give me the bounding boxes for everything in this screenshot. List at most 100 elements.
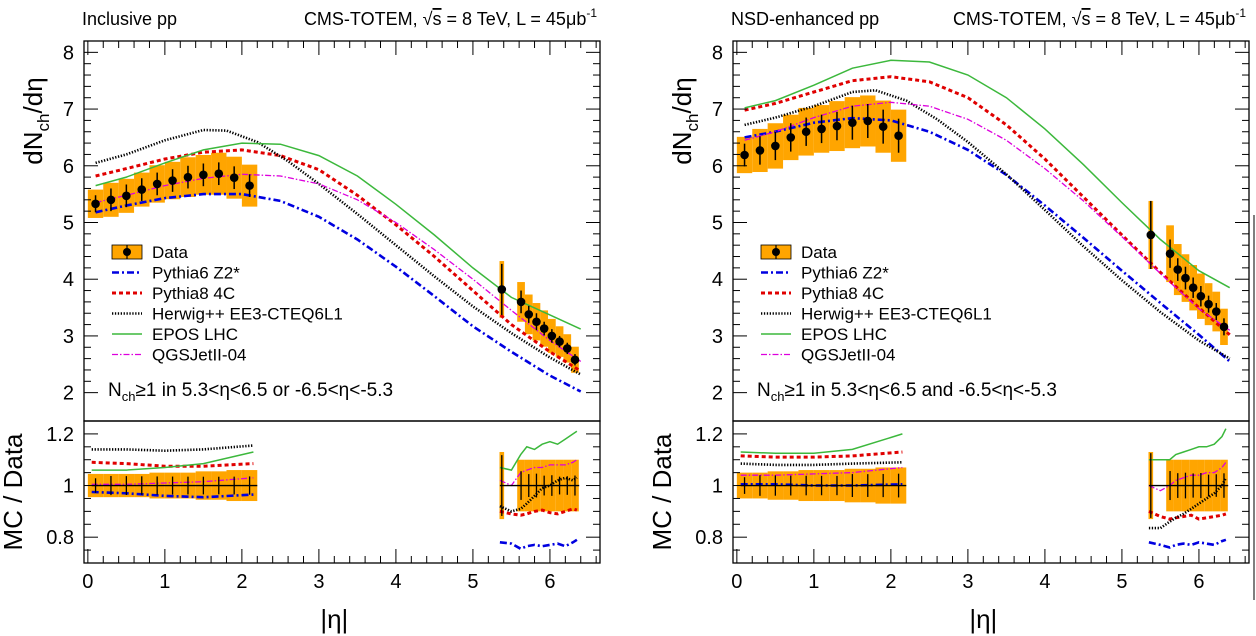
ratio-axis-title: MC / Data: [0, 433, 28, 551]
x-tick-label: 3: [313, 571, 324, 593]
experiment-label-s: s: [1082, 9, 1091, 29]
ratio-line-3-1: [1148, 428, 1227, 461]
data-point: [771, 141, 780, 151]
data-point: [539, 324, 549, 333]
experiment-label-mid: = 8 TeV, L = 45μb: [442, 9, 587, 29]
x-tick-label: 0: [82, 571, 93, 593]
data-point: [1188, 283, 1198, 293]
ratio-plot: [736, 428, 1229, 549]
panel-label: Inclusive pp: [82, 9, 177, 29]
data-point: [786, 133, 796, 142]
ratio-line-3-1: [499, 430, 578, 471]
legend-label: Pythia6 Z2*: [801, 264, 889, 283]
ratio-line-1-0: [740, 450, 903, 459]
legend: Data Pythia6 Z2*Pythia8 4C Herwig++ EE3-CT…: [760, 243, 992, 365]
ratio-line-0-1: [1148, 538, 1227, 549]
x-tick-label: 5: [467, 571, 478, 593]
ratio-line-4-0: [740, 466, 903, 476]
ratio-line-1-1: [1148, 510, 1227, 521]
x-tick-label: 4: [1039, 571, 1050, 593]
y-tick-label: 6: [712, 156, 723, 178]
selection-label: Nch≥1 in 5.3<η<6.5 and -6.5<η<-5.3: [757, 380, 1057, 404]
y-axis-title-post: /dη: [18, 77, 48, 113]
ratio-line-4-0: [91, 477, 254, 485]
y-tick-label: 4: [712, 269, 723, 291]
y-axis-title-main: dN: [18, 131, 48, 164]
data-point: [137, 185, 147, 194]
y-tick-label: 6: [63, 156, 74, 178]
data-point: [570, 355, 580, 365]
selection-pre: N: [108, 380, 122, 401]
data-point: [91, 199, 100, 209]
ratio-line-3-0: [91, 451, 254, 471]
experiment-label-pre: CMS-TOTEM,: [304, 9, 423, 29]
sqrt-symbol: √: [1072, 9, 1082, 29]
data-point: [1173, 265, 1183, 274]
y-axis-title-sub: ch: [34, 113, 53, 131]
legend-label: EPOS LHC: [152, 325, 238, 344]
legend: Data Pythia6 Z2*Pythia8 4C Herwig++ EE3-CT…: [111, 243, 343, 365]
sqrt-symbol: √: [423, 9, 433, 29]
data-point: [801, 127, 811, 137]
y-tick-label: 8: [712, 42, 723, 64]
x-tick-label: 3: [962, 571, 973, 593]
data-point: [1211, 307, 1221, 316]
legend-label: Data: [152, 243, 188, 262]
experiment-label: CMS-TOTEM, √s = 8 TeV, L = 45μb-1: [953, 6, 1246, 29]
legend-label: Data: [801, 243, 837, 262]
data-point: [1219, 322, 1229, 332]
x-tick-label: 1: [159, 571, 170, 593]
ratio-plot: [87, 430, 580, 551]
y-axis-title-post: /dη: [667, 77, 697, 113]
legend-label: EPOS LHC: [801, 325, 887, 344]
data-point: [214, 169, 224, 179]
data-point: [229, 173, 239, 182]
y-tick-label: 4: [63, 269, 74, 291]
legend-label: QGSJetII-04: [801, 346, 895, 365]
legend-label: Herwig++ EE3-CTEQ6L1: [801, 305, 992, 324]
y-tick-label: 5: [712, 212, 723, 234]
data-point: [497, 285, 507, 294]
ratio-line-1-1: [499, 507, 578, 517]
x-tick-label: 6: [544, 571, 555, 593]
ratio-line-2-0: [740, 461, 903, 467]
ratio-line-3-0: [740, 433, 903, 455]
y-tick-label: 7: [712, 99, 723, 121]
data-point: [168, 176, 177, 185]
experiment-label-sup: -1: [1235, 6, 1246, 20]
data-point: [755, 146, 765, 155]
legend-data-marker: [772, 248, 780, 256]
legend-label: QGSJetII-04: [152, 346, 246, 365]
y-tick-label: 8: [63, 42, 74, 64]
data-point: [516, 297, 526, 307]
data-point: [1196, 291, 1206, 301]
experiment-label-sup: -1: [586, 6, 597, 20]
data-point: [878, 122, 888, 131]
ratio-line-0-1: [499, 538, 578, 551]
data-point: [894, 131, 903, 141]
data-point: [547, 331, 557, 341]
legend-data-marker: [123, 248, 131, 256]
data-point: [1181, 273, 1190, 283]
selection-post: ≥1 in 5.3<η<6.5 or -6.5<η<-5.3: [135, 380, 393, 401]
experiment-label-pre: CMS-TOTEM,: [953, 9, 1072, 29]
data-point: [863, 116, 873, 126]
data-point: [1204, 299, 1213, 309]
data-point: [740, 150, 749, 160]
ratio-line-1-0: [91, 460, 254, 468]
main-plot: [87, 128, 582, 393]
y-axis-title-sub: ch: [683, 113, 702, 131]
ratio-axis-title: MC / Data: [647, 433, 677, 551]
selection-sub: ch: [771, 389, 785, 404]
y-tick-label: 5: [63, 212, 74, 234]
y-axis-title-main: dN: [667, 131, 697, 164]
data-point: [532, 317, 541, 327]
selection-sub: ch: [122, 389, 136, 404]
data-point: [562, 344, 572, 353]
data-point: [848, 118, 857, 127]
y-tick-label: 2: [63, 383, 74, 405]
y-tick-label: 3: [63, 326, 74, 348]
